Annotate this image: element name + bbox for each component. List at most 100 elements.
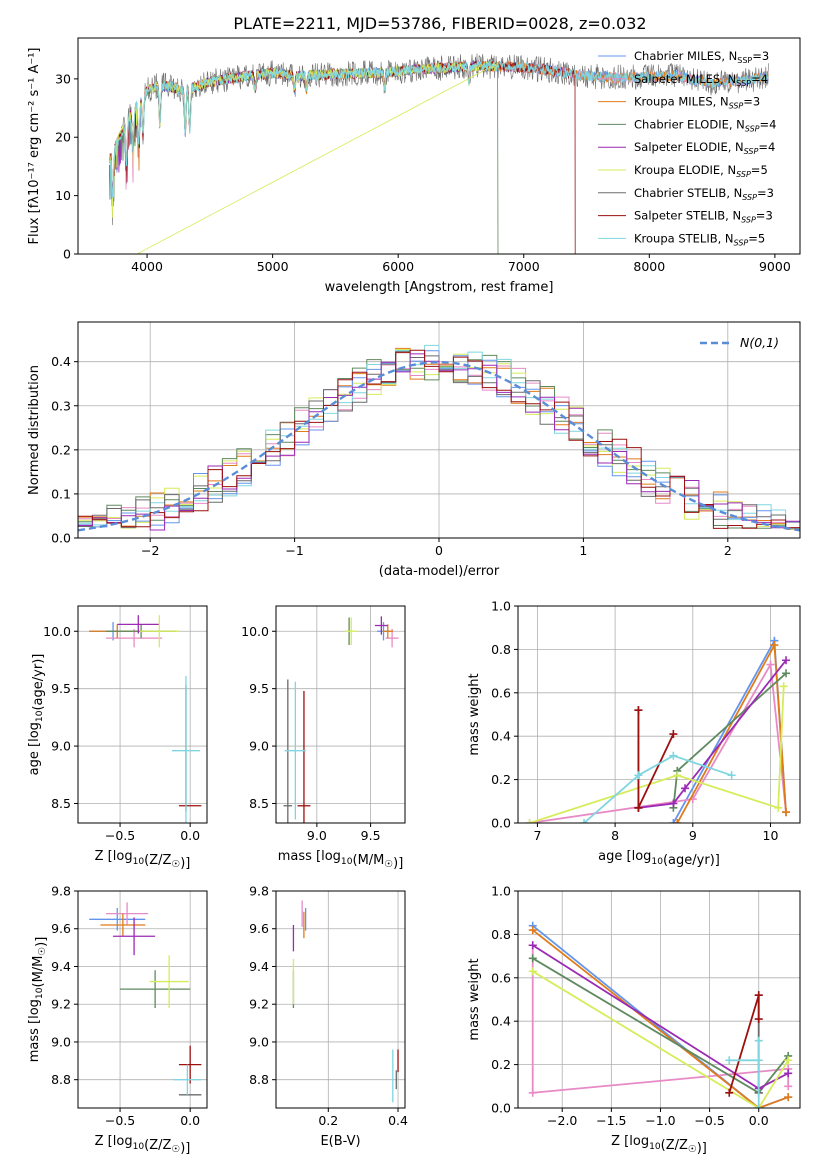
y-tick-label: 0.4 bbox=[51, 354, 71, 369]
plot-marks bbox=[109, 53, 769, 254]
y-tick-label: 1.0 bbox=[491, 884, 511, 899]
point-salpeter-miles bbox=[106, 628, 163, 648]
marker bbox=[634, 771, 643, 780]
legend-label: Chabrier ELODIE, NSSP=4 bbox=[634, 117, 776, 133]
plot-area bbox=[276, 606, 405, 823]
chart-mass-vs-ebv: 0.2 0.4 8.8 9.0 9.2 9.4 9.6 9.8 E(B-V) bbox=[249, 884, 408, 1150]
y-tick-label: 9.2 bbox=[51, 997, 71, 1012]
marker bbox=[528, 926, 537, 935]
marker bbox=[669, 751, 678, 760]
marker bbox=[784, 1082, 793, 1091]
marker bbox=[774, 803, 783, 812]
x-tick-label: 8000 bbox=[633, 259, 665, 274]
plot-area bbox=[276, 891, 405, 1108]
legend-label: Chabrier MILES, NSSP=3 bbox=[634, 49, 769, 65]
y-tick-label: 0.8 bbox=[491, 642, 511, 657]
x-tick-label: −0.5 bbox=[105, 1113, 135, 1128]
marker bbox=[725, 1056, 734, 1065]
marker bbox=[727, 771, 736, 780]
y-tick-label: 9.5 bbox=[51, 681, 71, 696]
x-tick-label: 2 bbox=[724, 543, 732, 558]
x-tick-label: 0.0 bbox=[180, 828, 200, 843]
point-kroupa-miles bbox=[382, 624, 394, 639]
x-tick-label: 9.0 bbox=[307, 828, 327, 843]
series-salpeter-stelib bbox=[634, 706, 678, 812]
marker bbox=[681, 784, 690, 793]
legend-label: Chabrier STELIB, NSSP=3 bbox=[634, 186, 774, 202]
x-tick-label: 0.0 bbox=[749, 1113, 769, 1128]
y-tick-label: 0.2 bbox=[491, 772, 511, 787]
marker bbox=[528, 1088, 537, 1097]
x-tick-label: 10 bbox=[763, 828, 779, 843]
plot-area bbox=[78, 891, 207, 1108]
y-tick-label: 9.5 bbox=[249, 681, 269, 696]
plot-marks bbox=[89, 902, 202, 1096]
y-tick-label: 9.0 bbox=[51, 739, 71, 754]
chart-weight-vs-metallicity: −2.0 −1.5 −1.0 −0.5 0.0 0.0 0.2 0.4 0.6 0.8 1.0 Z [… bbox=[467, 884, 801, 1156]
y-tick-label: 9.2 bbox=[249, 997, 269, 1012]
point-salpeter-miles bbox=[106, 902, 149, 925]
y-tick-label: 9.8 bbox=[249, 884, 269, 899]
point-kroupa-stelib bbox=[284, 681, 307, 820]
spectrum-line-kroupa-stelib bbox=[109, 61, 769, 199]
y-axis-label: mass [log10(M/M☉)] bbox=[27, 937, 49, 1063]
chart-age-vs-mass: 9.0 9.5 8.5 9.0 9.5 10.0 mass [log10(M/M☉)] bbox=[241, 605, 406, 871]
x-axis-label: Z [log10(Z/Z☉)] bbox=[95, 849, 191, 871]
x-tick-label: 5000 bbox=[257, 259, 289, 274]
y-tick-label: 8.8 bbox=[51, 1072, 71, 1087]
point-salpeter-elodie bbox=[117, 615, 160, 634]
y-tick-label: 0.0 bbox=[51, 531, 71, 546]
point-kroupa-elodie bbox=[344, 617, 358, 646]
legend-label: Kroupa MILES, NSSP=3 bbox=[634, 95, 760, 111]
axes-frame bbox=[77, 605, 208, 824]
normal-curve bbox=[78, 360, 800, 532]
point-kroupa-elodie bbox=[139, 615, 179, 648]
figure-title: PLATE=2211, MJD=53786, FIBERID=0028, z=0… bbox=[233, 14, 646, 33]
grid bbox=[276, 606, 405, 823]
plot-marks bbox=[528, 921, 793, 1108]
marker bbox=[779, 682, 788, 691]
y-tick-label: 0.4 bbox=[491, 729, 511, 744]
plot-area bbox=[518, 606, 800, 823]
marker bbox=[784, 1069, 793, 1078]
marker bbox=[580, 819, 589, 823]
axes-frame bbox=[517, 605, 801, 824]
y-tick-label: 0 bbox=[63, 247, 71, 262]
point-kroupa-elodie bbox=[149, 955, 189, 1008]
legend-label: Salpeter MILES, NSSP=4 bbox=[634, 72, 768, 88]
axes-frame bbox=[77, 37, 801, 255]
marker bbox=[770, 641, 779, 650]
point-salpeter-elodie bbox=[374, 616, 388, 635]
y-tick-label: 8.8 bbox=[249, 1072, 269, 1087]
marker bbox=[528, 967, 537, 976]
marker bbox=[766, 660, 775, 669]
y-tick-label: 8.5 bbox=[249, 796, 269, 811]
legend-label: Kroupa STELIB, NSSP=5 bbox=[634, 231, 765, 247]
y-tick-label: 9.8 bbox=[51, 884, 71, 899]
point-kroupa-stelib bbox=[173, 1064, 202, 1095]
chart-mass-vs-metallicity: −0.5 0.0 8.8 9.0 9.2 9.4 9.6 9.8 Z [log10(Z/Z☉)]… bbox=[27, 884, 208, 1156]
marker bbox=[784, 1093, 793, 1102]
marker bbox=[754, 1015, 763, 1024]
y-tick-label: 0.0 bbox=[491, 1101, 511, 1116]
y-tick-label: 0.8 bbox=[491, 927, 511, 942]
x-axis-label: Z [log10(Z/Z☉)] bbox=[611, 1134, 707, 1156]
y-tick-label: 9.4 bbox=[51, 959, 71, 974]
x-tick-label: 4000 bbox=[131, 259, 163, 274]
y-tick-label: 10.0 bbox=[43, 624, 71, 639]
y-tick-label: 0.6 bbox=[491, 970, 511, 985]
series-kroupa-stelib bbox=[725, 1036, 763, 1108]
chart-age-vs-metallicity: −0.5 0.0 8.5 9.0 9.5 10.0 Z [log10(Z/Z☉)] age [… bbox=[27, 605, 208, 871]
y-axis-label: Flux [fλ10⁻¹⁷ erg cm⁻² s⁻¹ A⁻¹] bbox=[27, 47, 42, 244]
x-tick-label: −2.0 bbox=[547, 1113, 577, 1128]
grid bbox=[518, 605, 800, 824]
series-kroupa-miles bbox=[673, 641, 791, 823]
y-tick-label: 9.6 bbox=[249, 921, 269, 936]
legend-label-normal: N(0,1) bbox=[740, 335, 779, 350]
x-tick-label: 8 bbox=[611, 828, 619, 843]
y-tick-label: 9.0 bbox=[51, 1034, 71, 1049]
y-axis-label: age [log10(age/yr)] bbox=[27, 654, 46, 776]
series-kroupa-elodie bbox=[525, 682, 788, 823]
x-tick-label: 0.2 bbox=[318, 1113, 338, 1128]
y-tick-label: 0.3 bbox=[51, 398, 71, 413]
